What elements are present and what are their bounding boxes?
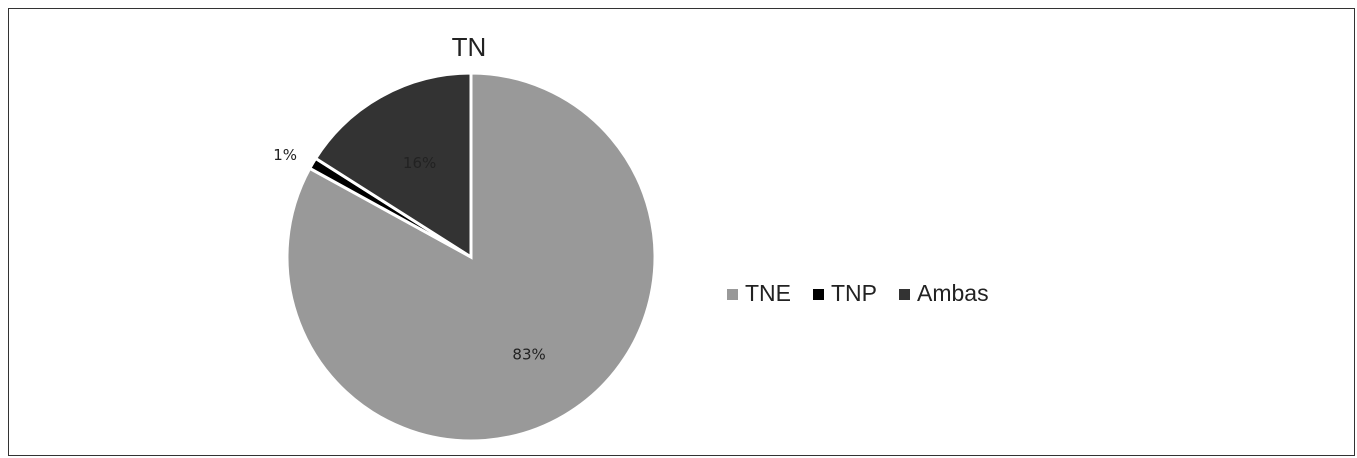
data-label-ambas: 16%	[403, 154, 436, 172]
legend-swatch-ambas	[899, 289, 910, 300]
legend-label-ambas: Ambas	[917, 280, 989, 306]
chart-title: TN	[452, 32, 487, 62]
chart-frame: TN 83% 1% 16% TNE TNP Ambas	[8, 8, 1355, 456]
legend-swatch-tnp	[813, 289, 824, 300]
legend-label-tnp: TNP	[831, 280, 877, 306]
data-label-tne: 83%	[512, 346, 545, 364]
legend-swatch-tne	[727, 289, 738, 300]
pie-slices	[285, 71, 657, 443]
pie-chart: TN 83% 1% 16% TNE TNP Ambas	[273, 32, 989, 443]
data-label-tnp: 1%	[273, 146, 297, 164]
pie-slice-ambas	[313, 71, 473, 260]
pie-data-labels: 83% 1% 16%	[273, 146, 546, 364]
legend: TNE TNP Ambas	[727, 280, 989, 306]
legend-label-tne: TNE	[745, 280, 791, 306]
